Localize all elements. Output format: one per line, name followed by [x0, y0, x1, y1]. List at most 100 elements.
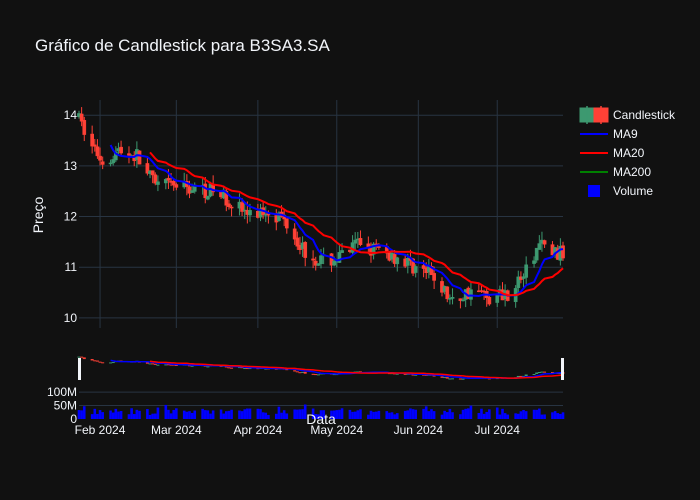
volume-bar[interactable] [280, 412, 283, 419]
volume-bar[interactable] [411, 409, 415, 419]
candle[interactable] [227, 200, 231, 210]
candle[interactable] [395, 256, 400, 272]
volume-bar[interactable] [96, 413, 99, 419]
volume-bar[interactable] [132, 414, 136, 419]
candle[interactable] [516, 270, 521, 296]
legend-item-candlestick[interactable]: Candlestick [579, 106, 676, 124]
candle[interactable] [542, 239, 547, 248]
volume-bar[interactable] [498, 414, 502, 419]
volume-bar[interactable] [514, 413, 517, 419]
volume-bar[interactable] [219, 409, 223, 419]
volume-bar[interactable] [427, 411, 431, 419]
volume-bar[interactable] [243, 409, 247, 419]
volume-bar[interactable] [480, 408, 483, 419]
volume-bar[interactable] [374, 411, 378, 419]
legend-item-volume[interactable]: Volume [588, 184, 653, 198]
candle[interactable] [153, 172, 158, 186]
candle[interactable] [448, 294, 452, 305]
volume-bar[interactable] [495, 407, 499, 419]
volume-bar[interactable] [259, 409, 262, 419]
volume-bar[interactable] [211, 410, 215, 419]
volume-bar[interactable] [109, 410, 112, 419]
volume-bar[interactable] [274, 413, 278, 419]
volume-bar[interactable] [261, 412, 265, 419]
range-handle-left[interactable] [78, 358, 81, 380]
candle[interactable] [98, 147, 102, 166]
candle[interactable] [79, 107, 84, 127]
volume-bar[interactable] [119, 411, 123, 419]
volume-bar[interactable] [353, 411, 357, 419]
volume-bar[interactable] [225, 411, 228, 419]
volume-bar[interactable] [377, 410, 381, 419]
candle[interactable] [461, 297, 465, 302]
volume-bar[interactable] [372, 411, 375, 419]
volume-bar[interactable] [356, 410, 360, 419]
volume-bar[interactable] [285, 413, 289, 419]
volume-bar[interactable] [82, 406, 86, 419]
candle[interactable] [534, 247, 539, 263]
volume-bar[interactable] [414, 409, 417, 419]
candle[interactable] [303, 241, 308, 267]
candle[interactable] [174, 182, 179, 191]
volume-bar[interactable] [169, 413, 173, 419]
candle[interactable] [524, 256, 529, 284]
volume-bar[interactable] [403, 410, 407, 419]
candle[interactable] [445, 286, 450, 303]
candle[interactable] [92, 138, 97, 152]
volume-bar[interactable] [393, 414, 396, 419]
legend-item-ma20[interactable]: MA20 [580, 146, 645, 160]
candle[interactable] [432, 266, 436, 290]
volume-bar[interactable] [90, 414, 94, 419]
volume-bar[interactable] [190, 412, 194, 419]
volume-bar[interactable] [138, 410, 141, 419]
candle[interactable] [108, 159, 113, 167]
volume-bar[interactable] [422, 408, 425, 419]
volume-bar[interactable] [553, 411, 557, 419]
volume-bar[interactable] [117, 411, 120, 419]
candle[interactable] [137, 150, 142, 165]
volume-bar[interactable] [338, 409, 341, 419]
volume-bar[interactable] [146, 409, 149, 419]
volume-bar[interactable] [264, 412, 268, 419]
volume-bar[interactable] [240, 411, 244, 419]
volume-bar[interactable] [351, 411, 354, 419]
volume-bar[interactable] [182, 410, 186, 419]
candle[interactable] [82, 116, 87, 142]
volume-bar[interactable] [267, 414, 270, 419]
volume-bar[interactable] [559, 413, 562, 419]
legend-item-ma9[interactable]: MA9 [580, 127, 638, 141]
volume-bar[interactable] [188, 411, 191, 419]
volume-bar[interactable] [175, 408, 178, 419]
volume-bar[interactable] [459, 414, 462, 419]
volume-bar[interactable] [201, 408, 204, 419]
volume-bar[interactable] [319, 410, 323, 419]
candle[interactable] [163, 178, 168, 190]
candle[interactable] [295, 231, 300, 250]
volume-bar[interactable] [348, 409, 352, 419]
volume-bar[interactable] [388, 412, 391, 419]
volume-bar[interactable] [369, 410, 373, 419]
volume-bar[interactable] [222, 413, 225, 419]
volume-bar[interactable] [127, 414, 131, 419]
candle[interactable] [292, 223, 297, 245]
volume-bar[interactable] [395, 413, 399, 419]
candle[interactable] [206, 195, 210, 201]
volume-bar[interactable] [464, 408, 467, 419]
candle[interactable] [95, 139, 100, 159]
volume-bar[interactable] [80, 410, 83, 419]
volume-bar[interactable] [543, 414, 546, 419]
plot-area[interactable] [79, 100, 563, 328]
volume-bar[interactable] [193, 410, 197, 419]
volume-bar[interactable] [330, 410, 333, 419]
volume-bar[interactable] [314, 414, 318, 419]
volume-bar[interactable] [406, 410, 410, 419]
volume-bar[interactable] [551, 412, 554, 419]
candle[interactable] [150, 170, 155, 184]
candle[interactable] [371, 242, 376, 260]
volume-bar[interactable] [443, 410, 446, 419]
candle[interactable] [340, 243, 344, 253]
candle[interactable] [145, 157, 150, 176]
volume-bar[interactable] [488, 409, 491, 419]
volume-bar[interactable] [277, 406, 281, 419]
volume-bar[interactable] [506, 414, 510, 419]
